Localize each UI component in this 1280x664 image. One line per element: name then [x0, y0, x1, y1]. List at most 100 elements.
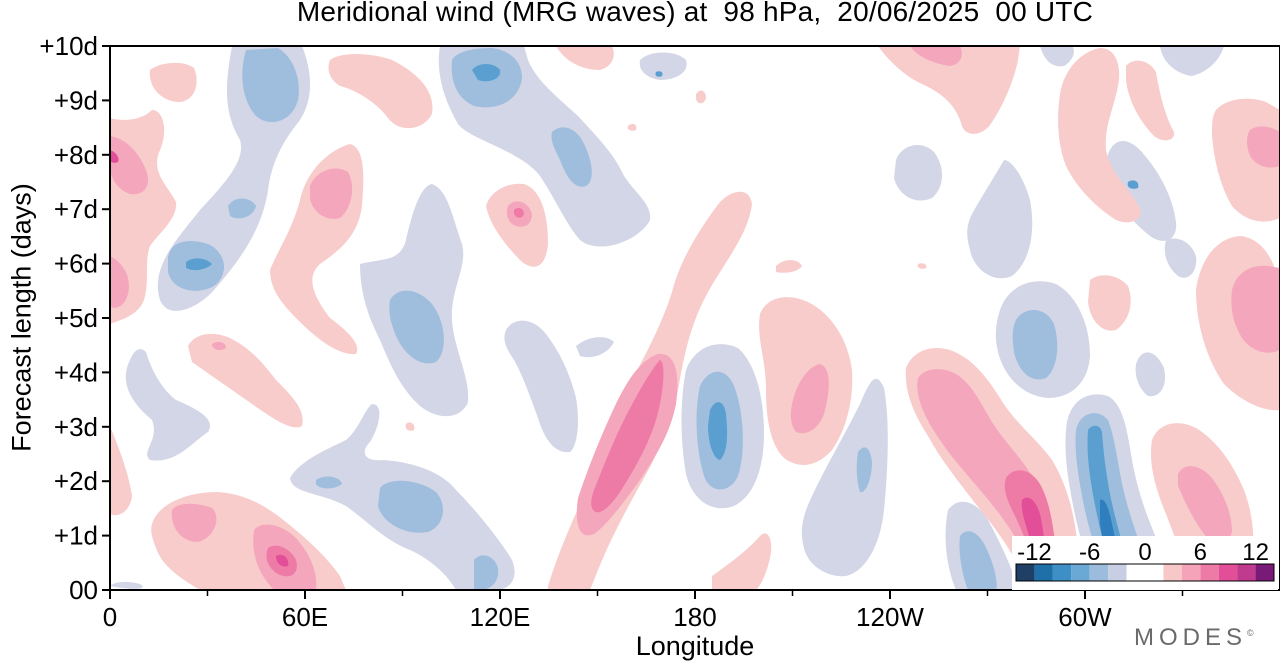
pos-region	[328, 54, 433, 129]
pos-region	[878, 46, 1020, 134]
y-tick-label: +1d	[54, 521, 98, 551]
neg-region	[1087, 425, 1140, 590]
neg-region	[708, 402, 728, 460]
colorbar-label: -12	[1017, 539, 1052, 566]
x-axis-label: Longitude	[635, 631, 755, 661]
neg-region	[551, 127, 592, 187]
pos-region	[110, 150, 119, 163]
neg-region	[110, 581, 143, 589]
pos-region	[188, 333, 303, 428]
pos-region	[405, 422, 415, 431]
y-tick-label: 00	[69, 575, 98, 605]
pos-region	[917, 263, 927, 269]
y-tick-label: +7d	[54, 194, 98, 224]
neg-region	[1160, 46, 1224, 76]
x-tick-label: 180	[673, 602, 716, 632]
chart-title: Meridional wind (MRG waves) at 98 hPa, 2…	[296, 0, 1094, 27]
colorbar-swatch	[1218, 564, 1238, 581]
neg-region	[639, 52, 687, 80]
neg-region	[186, 258, 212, 271]
y-tick-label: +8d	[54, 140, 98, 170]
pos-region	[696, 90, 706, 104]
neg-region	[801, 378, 888, 577]
neg-region	[959, 531, 997, 590]
neg-region	[228, 198, 256, 219]
neg-region	[242, 48, 299, 123]
neg-region	[472, 64, 501, 82]
pos-region	[790, 364, 829, 434]
colorbar-label: 12	[1242, 539, 1269, 566]
pos-region	[110, 426, 132, 516]
colorbar-swatch	[1181, 564, 1201, 581]
neg-region	[389, 290, 444, 364]
pos-region	[556, 46, 614, 70]
logo-mark: ©	[1247, 628, 1254, 638]
pos-region	[591, 360, 664, 513]
x-tick-label: 120W	[856, 602, 924, 632]
neg-region	[1127, 180, 1139, 189]
neg-region	[125, 349, 211, 461]
pos-region	[627, 123, 637, 131]
pos-region	[1178, 466, 1232, 543]
neg-region	[894, 145, 943, 201]
neg-region	[967, 160, 1033, 279]
neg-region	[1135, 352, 1166, 397]
y-axis-ticks: 00 +1d +2d +3d +4d +5d +6d +7d +8d +9d +10d	[39, 31, 110, 605]
y-tick-label: +2d	[54, 466, 98, 496]
pos-region	[1058, 48, 1141, 223]
pos-region	[310, 168, 353, 219]
pos-region	[712, 533, 772, 590]
x-tick-label: 120E	[470, 602, 531, 632]
colorbar-swatch	[1089, 564, 1109, 581]
pos-region	[776, 260, 802, 273]
colorbar-swatch	[1163, 564, 1182, 581]
colorbar-swatch	[1052, 564, 1072, 581]
colorbar-frame	[1015, 563, 1275, 582]
colorbar-label: 0	[1138, 539, 1151, 566]
neg-region	[856, 447, 872, 493]
pos-region	[1231, 265, 1280, 353]
colorbar-swatch	[1237, 564, 1256, 581]
y-tick-label: +6d	[54, 249, 98, 279]
neg-region	[1012, 309, 1058, 380]
pos-region	[110, 136, 149, 195]
colorbar-label: -6	[1079, 539, 1100, 566]
colorbar-swatch	[1034, 564, 1053, 581]
y-axis-label: Forecast length (days)	[6, 183, 37, 452]
logo-text: MODES	[1134, 624, 1248, 651]
positive-anomalies	[110, 46, 1280, 590]
y-tick-label: +5d	[54, 303, 98, 333]
y-tick-label: +4d	[54, 357, 98, 387]
y-tick-label: +3d	[54, 412, 98, 442]
neg-region	[1040, 46, 1074, 67]
pos-region	[1126, 60, 1175, 141]
pos-region	[110, 256, 129, 308]
colorbar-swatch	[1126, 564, 1164, 581]
y-tick-label: +9d	[54, 85, 98, 115]
pos-region	[514, 207, 524, 218]
colorbar-swatch	[1255, 564, 1274, 581]
neg-region	[1106, 140, 1177, 241]
x-axis-ticks: 0 60E 120E 180 120W 60W	[103, 590, 1184, 632]
neg-region	[474, 555, 499, 590]
colorbar-swatch	[1108, 564, 1127, 581]
neg-region	[576, 337, 614, 358]
neg-region	[655, 71, 663, 77]
x-tick-label: 0	[103, 602, 117, 632]
colorbar-swatch	[1071, 564, 1090, 581]
modes-logo: MODES©	[1134, 624, 1254, 652]
pos-region	[212, 341, 226, 351]
neg-region	[378, 480, 443, 533]
colorbar-swatch	[1200, 564, 1219, 581]
neg-region	[504, 320, 578, 453]
colorbar-label: 6	[1194, 539, 1207, 566]
pos-region	[1247, 126, 1280, 168]
x-tick-label: 60W	[1058, 602, 1112, 632]
colorbar: -12 -6 0 6 12	[1012, 536, 1278, 590]
pos-region	[910, 46, 962, 66]
neg-region	[316, 476, 342, 489]
y-tick-label: +10d	[39, 31, 98, 61]
pos-region	[1088, 275, 1131, 331]
pos-region	[149, 62, 197, 102]
